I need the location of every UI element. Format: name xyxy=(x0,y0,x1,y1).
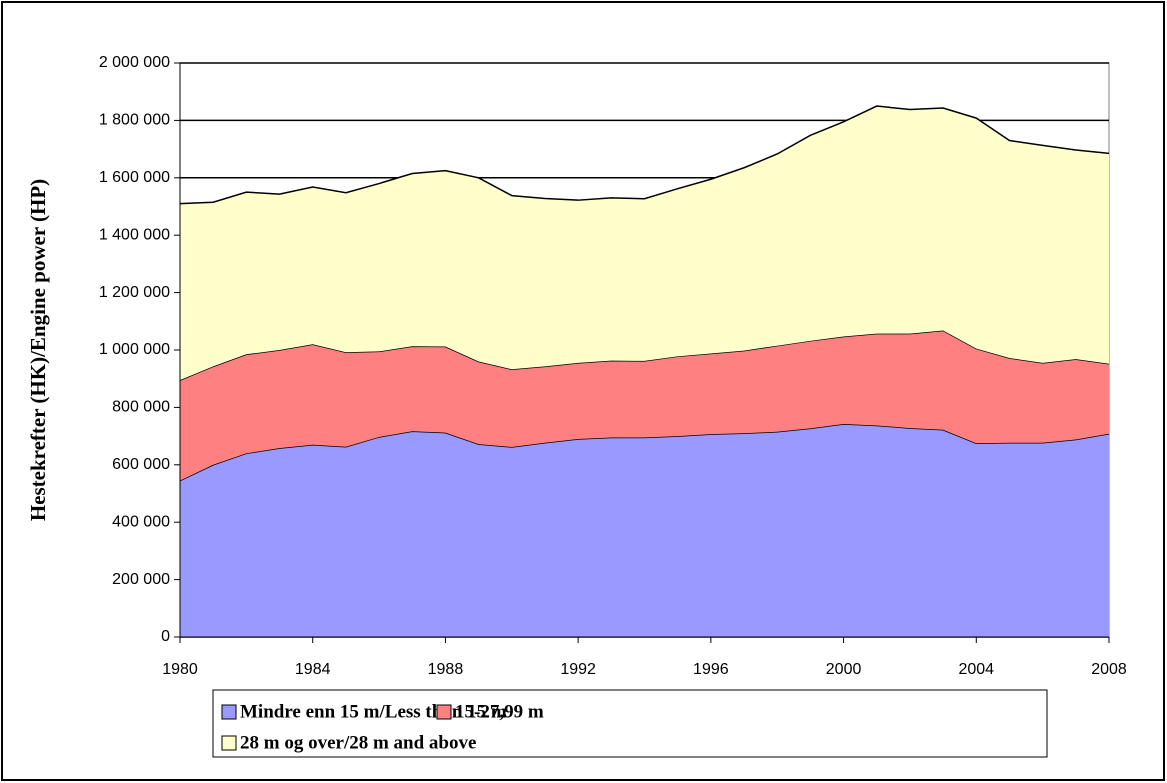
legend-swatch xyxy=(436,704,452,720)
y-tick-label: 1 000 000 xyxy=(99,341,170,358)
legend xyxy=(212,689,1048,758)
legend-label: 15-27,99 m xyxy=(455,701,544,722)
y-tick-label: 1 800 000 xyxy=(99,112,170,129)
y-tick-label: 200 000 xyxy=(112,571,170,588)
legend-swatch xyxy=(221,735,237,751)
y-tick-label: 0 xyxy=(161,628,170,645)
y-tick-label: 800 000 xyxy=(112,399,170,416)
y-axis-label: Hestekrefter (HK)/Engine power (HP) xyxy=(26,179,50,521)
x-tick-label: 1980 xyxy=(162,661,198,678)
x-tick-label: 1992 xyxy=(560,661,596,678)
x-tick-label: 2008 xyxy=(1091,661,1127,678)
x-tick-label: 2004 xyxy=(958,661,994,678)
y-tick-label: 600 000 xyxy=(112,456,170,473)
legend-label: 28 m og over/28 m and above xyxy=(240,732,476,753)
legend-swatch xyxy=(221,704,237,720)
x-tick-label: 1984 xyxy=(295,661,331,678)
y-tick-label: 1 400 000 xyxy=(99,226,170,243)
x-tick-label: 2000 xyxy=(826,661,862,678)
y-tick-label: 2 000 000 xyxy=(99,54,170,71)
area xyxy=(180,330,1109,481)
area xyxy=(180,106,1109,381)
area xyxy=(180,424,1109,637)
x-tick-label: 1996 xyxy=(693,661,729,678)
area-line xyxy=(179,105,1110,205)
y-tick-label: 1 600 000 xyxy=(99,169,170,186)
x-tick-label: 1988 xyxy=(428,661,464,678)
y-tick-label: 400 000 xyxy=(112,513,170,530)
y-tick-label: 1 200 000 xyxy=(99,284,170,301)
